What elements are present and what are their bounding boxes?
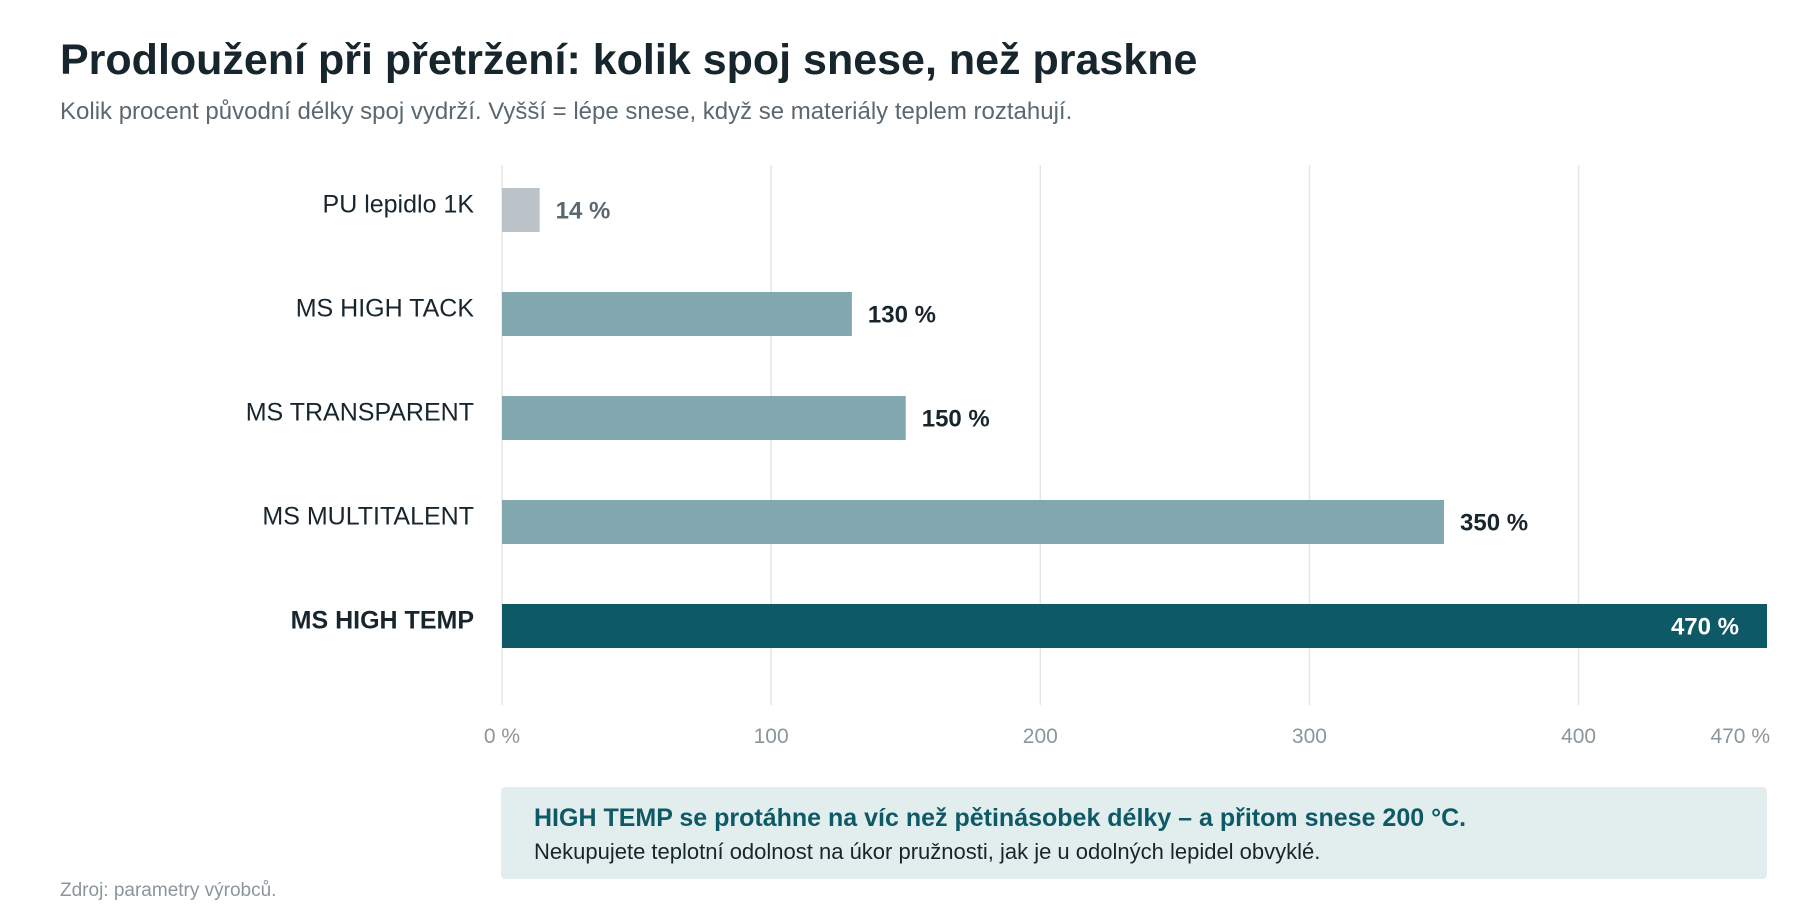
value-label: 14 % <box>556 197 611 224</box>
source-note: Zdroj: parametry výrobců. <box>60 880 277 901</box>
category-label: MS HIGH TEMP <box>291 607 474 635</box>
callout-box: HIGH TEMP se protáhne na víc než pětinás… <box>501 787 1767 879</box>
value-label: 150 % <box>922 405 990 432</box>
chart-subtitle: Kolik procent původní délky spoj vydrží.… <box>60 98 1073 125</box>
callout-title: HIGH TEMP se protáhne na víc než pětinás… <box>534 804 1467 832</box>
x-tick-label: 400 <box>1561 725 1596 748</box>
bar <box>502 604 1767 648</box>
bar <box>502 396 906 440</box>
category-label: MS MULTITALENT <box>262 503 474 531</box>
bar-chart: 0 % 100 200 300 400 470 % PU lepidlo 1K 14 % MS … <box>246 165 1770 748</box>
category-label: MS TRANSPARENT <box>246 399 474 427</box>
value-label: 470 % <box>1671 613 1739 640</box>
category-label: MS HIGH TACK <box>296 295 475 323</box>
callout-text: Nekupujete teplotní odolnost na úkor pru… <box>534 839 1321 864</box>
bar <box>502 188 540 232</box>
bar <box>502 500 1445 544</box>
chart-title: Prodloužení při přetržení: kolik spoj sn… <box>60 36 1198 84</box>
bar <box>502 292 852 336</box>
x-tick-label: 100 <box>754 725 789 748</box>
category-label: PU lepidlo 1K <box>323 191 475 219</box>
x-tick-label: 0 % <box>484 725 520 748</box>
value-label: 130 % <box>868 301 936 328</box>
x-tick-label: 470 % <box>1710 725 1770 748</box>
value-label: 350 % <box>1460 509 1528 536</box>
x-tick-label: 300 <box>1292 725 1327 748</box>
x-tick-label: 200 <box>1023 725 1058 748</box>
